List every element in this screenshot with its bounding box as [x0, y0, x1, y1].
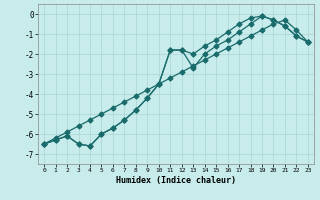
- X-axis label: Humidex (Indice chaleur): Humidex (Indice chaleur): [116, 176, 236, 185]
